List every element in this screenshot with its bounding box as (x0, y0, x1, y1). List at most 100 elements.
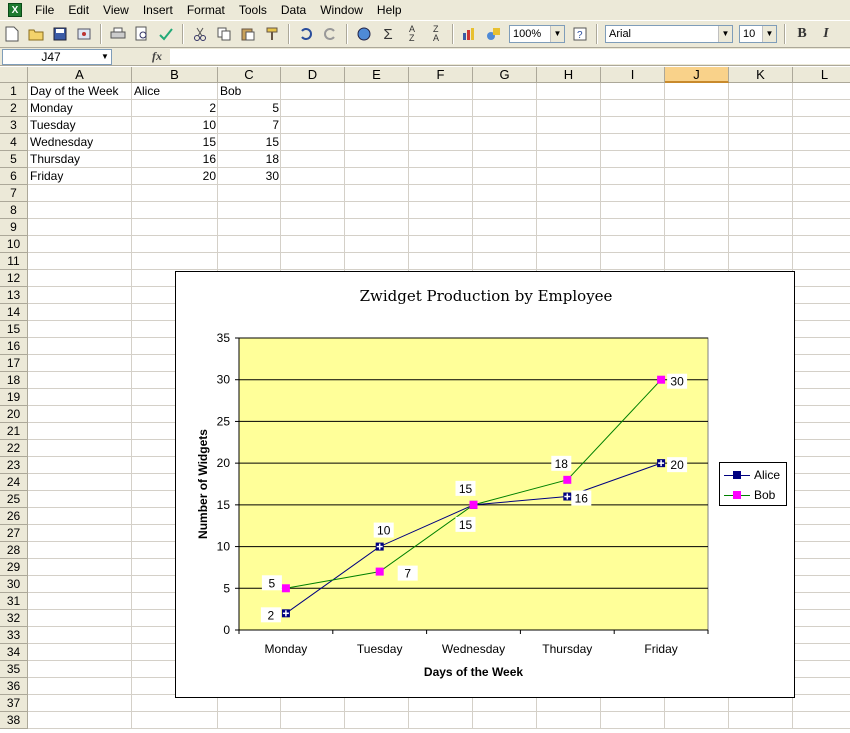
row-header-6[interactable]: 6 (0, 168, 28, 185)
undo-icon[interactable] (295, 23, 317, 45)
row-header-1[interactable]: 1 (0, 83, 28, 100)
row-header-9[interactable]: 9 (0, 219, 28, 236)
format-painter-icon[interactable] (261, 23, 283, 45)
cell-b1[interactable]: Alice (134, 84, 161, 98)
column-header-c[interactable]: C (218, 67, 281, 83)
row-header-22[interactable]: 22 (0, 440, 28, 457)
cell-c2[interactable]: 5 (272, 101, 279, 115)
row-header-37[interactable]: 37 (0, 695, 28, 712)
chart-wizard-icon[interactable] (459, 23, 481, 45)
name-box[interactable]: J47 ▼ (2, 48, 112, 65)
cell-c3[interactable]: 7 (272, 118, 279, 132)
row-header-29[interactable]: 29 (0, 559, 28, 576)
font-size-select[interactable]: 10 ▼ (739, 25, 777, 43)
row-header-7[interactable]: 7 (0, 185, 28, 202)
cell-b2[interactable]: 2 (209, 101, 216, 115)
bold-button[interactable]: B (797, 26, 807, 41)
row-header-23[interactable]: 23 (0, 457, 28, 474)
open-icon[interactable] (25, 23, 47, 45)
copy-icon[interactable] (213, 23, 235, 45)
row-header-38[interactable]: 38 (0, 712, 28, 729)
row-header-24[interactable]: 24 (0, 474, 28, 491)
font-name-select[interactable]: Arial ▼ (605, 25, 733, 43)
menu-window[interactable]: Window (320, 3, 363, 17)
row-header-34[interactable]: 34 (0, 644, 28, 661)
row-header-31[interactable]: 31 (0, 593, 28, 610)
print-icon[interactable] (107, 23, 129, 45)
italic-button[interactable]: I (823, 26, 829, 41)
cell-a5[interactable]: Thursday (30, 152, 81, 166)
row-header-10[interactable]: 10 (0, 236, 28, 253)
cell-a2[interactable]: Monday (30, 101, 73, 115)
menu-help[interactable]: Help (376, 3, 402, 17)
spelling-icon[interactable] (155, 23, 177, 45)
cell-b5[interactable]: 16 (202, 152, 216, 166)
row-header-21[interactable]: 21 (0, 423, 28, 440)
formula-input[interactable] (170, 49, 850, 64)
autosum-icon[interactable]: Σ (383, 25, 393, 43)
cut-icon[interactable] (189, 23, 211, 45)
row-header-8[interactable]: 8 (0, 202, 28, 219)
row-header-5[interactable]: 5 (0, 151, 28, 168)
column-header-l[interactable]: L (793, 67, 850, 83)
column-header-b[interactable]: B (132, 67, 218, 83)
drawing-icon[interactable] (483, 23, 505, 45)
insert-function-icon[interactable]: fx (152, 49, 162, 63)
cell-b6[interactable]: 20 (202, 169, 216, 183)
row-header-17[interactable]: 17 (0, 355, 28, 372)
cell-c6[interactable]: 30 (265, 169, 279, 183)
select-all-corner[interactable] (0, 67, 28, 83)
row-header-16[interactable]: 16 (0, 338, 28, 355)
menu-edit[interactable]: Edit (68, 3, 90, 17)
menu-tools[interactable]: Tools (238, 3, 267, 17)
column-header-a[interactable]: A (28, 67, 132, 83)
menu-format[interactable]: Format (186, 3, 225, 17)
cell-c4[interactable]: 15 (265, 135, 279, 149)
row-header-25[interactable]: 25 (0, 491, 28, 508)
row-header-14[interactable]: 14 (0, 304, 28, 321)
help-icon[interactable]: ? (569, 23, 591, 45)
row-header-27[interactable]: 27 (0, 525, 28, 542)
column-header-e[interactable]: E (345, 67, 409, 83)
cell-a3[interactable]: Tuesday (30, 118, 76, 132)
row-header-19[interactable]: 19 (0, 389, 28, 406)
zoom-select[interactable]: 100% ▼ (509, 25, 565, 43)
row-header-28[interactable]: 28 (0, 542, 28, 559)
row-header-33[interactable]: 33 (0, 627, 28, 644)
row-header-2[interactable]: 2 (0, 100, 28, 117)
menu-file[interactable]: File (35, 3, 55, 17)
column-header-i[interactable]: I (601, 67, 665, 83)
row-header-12[interactable]: 12 (0, 270, 28, 287)
menu-view[interactable]: View (103, 3, 129, 17)
row-header-13[interactable]: 13 (0, 287, 28, 304)
column-header-h[interactable]: H (537, 67, 601, 83)
menu-insert[interactable]: Insert (142, 3, 173, 17)
print-preview-icon[interactable] (131, 23, 153, 45)
permission-icon[interactable] (73, 23, 95, 45)
hyperlink-icon[interactable] (353, 23, 375, 45)
cell-c1[interactable]: Bob (220, 84, 242, 98)
paste-icon[interactable] (237, 23, 259, 45)
row-header-26[interactable]: 26 (0, 508, 28, 525)
save-icon[interactable] (49, 23, 71, 45)
column-header-f[interactable]: F (409, 67, 473, 83)
cell-b4[interactable]: 15 (202, 135, 216, 149)
row-header-15[interactable]: 15 (0, 321, 28, 338)
row-header-3[interactable]: 3 (0, 117, 28, 134)
new-icon[interactable] (1, 23, 23, 45)
row-header-4[interactable]: 4 (0, 134, 28, 151)
column-header-j[interactable]: J (665, 67, 729, 83)
column-header-d[interactable]: D (281, 67, 345, 83)
embedded-chart[interactable]: Zwidget Production by Employee 0 5 10 15 20 2… (175, 271, 795, 698)
cell-a6[interactable]: Friday (30, 169, 64, 183)
row-header-32[interactable]: 32 (0, 610, 28, 627)
column-header-k[interactable]: K (729, 67, 793, 83)
column-header-g[interactable]: G (473, 67, 537, 83)
cell-a4[interactable]: Wednesday (30, 135, 94, 149)
cell-c5[interactable]: 18 (265, 152, 279, 166)
redo-icon[interactable] (319, 23, 341, 45)
excel-icon[interactable]: X (8, 3, 22, 17)
menu-data[interactable]: Data (280, 3, 307, 17)
row-header-36[interactable]: 36 (0, 678, 28, 695)
